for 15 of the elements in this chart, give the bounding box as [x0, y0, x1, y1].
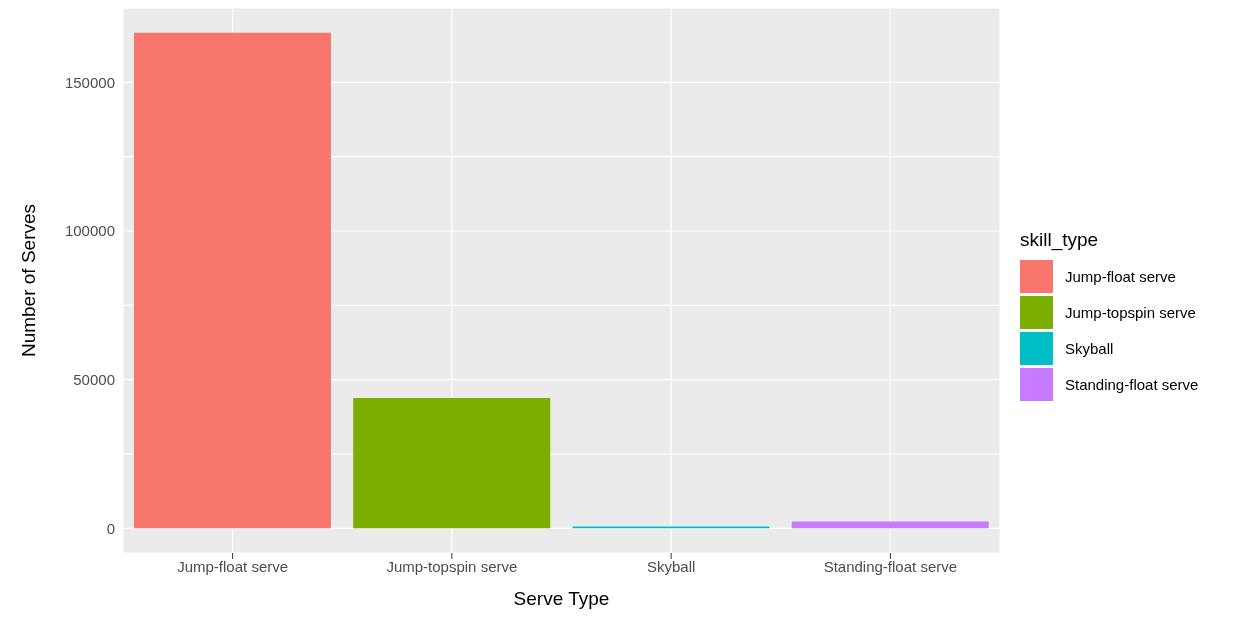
x-axis-title: Serve Type	[513, 588, 610, 609]
y-tick-label: 100000	[64, 222, 115, 240]
x-tick-label: Jump-float serve	[177, 557, 289, 575]
y-axis-title: Number of Serves	[17, 203, 39, 358]
legend-label: Jump-float serve	[1065, 268, 1176, 285]
x-tick-label: Jump-topspin serve	[386, 557, 518, 575]
x-tick-label: Skyball	[646, 557, 696, 575]
x-tick-label: Standing-float serve	[823, 557, 958, 575]
y-tick-label: 150000	[64, 73, 115, 91]
legend-label: Jump-topspin serve	[1065, 304, 1196, 321]
legend-label: Standing-float serve	[1065, 376, 1199, 393]
y-tick-label: 0	[106, 519, 115, 537]
y-tick-label: 50000	[73, 370, 115, 388]
legend-title: skill_type	[1020, 228, 1100, 251]
legend-label: Skyball	[1065, 340, 1114, 357]
